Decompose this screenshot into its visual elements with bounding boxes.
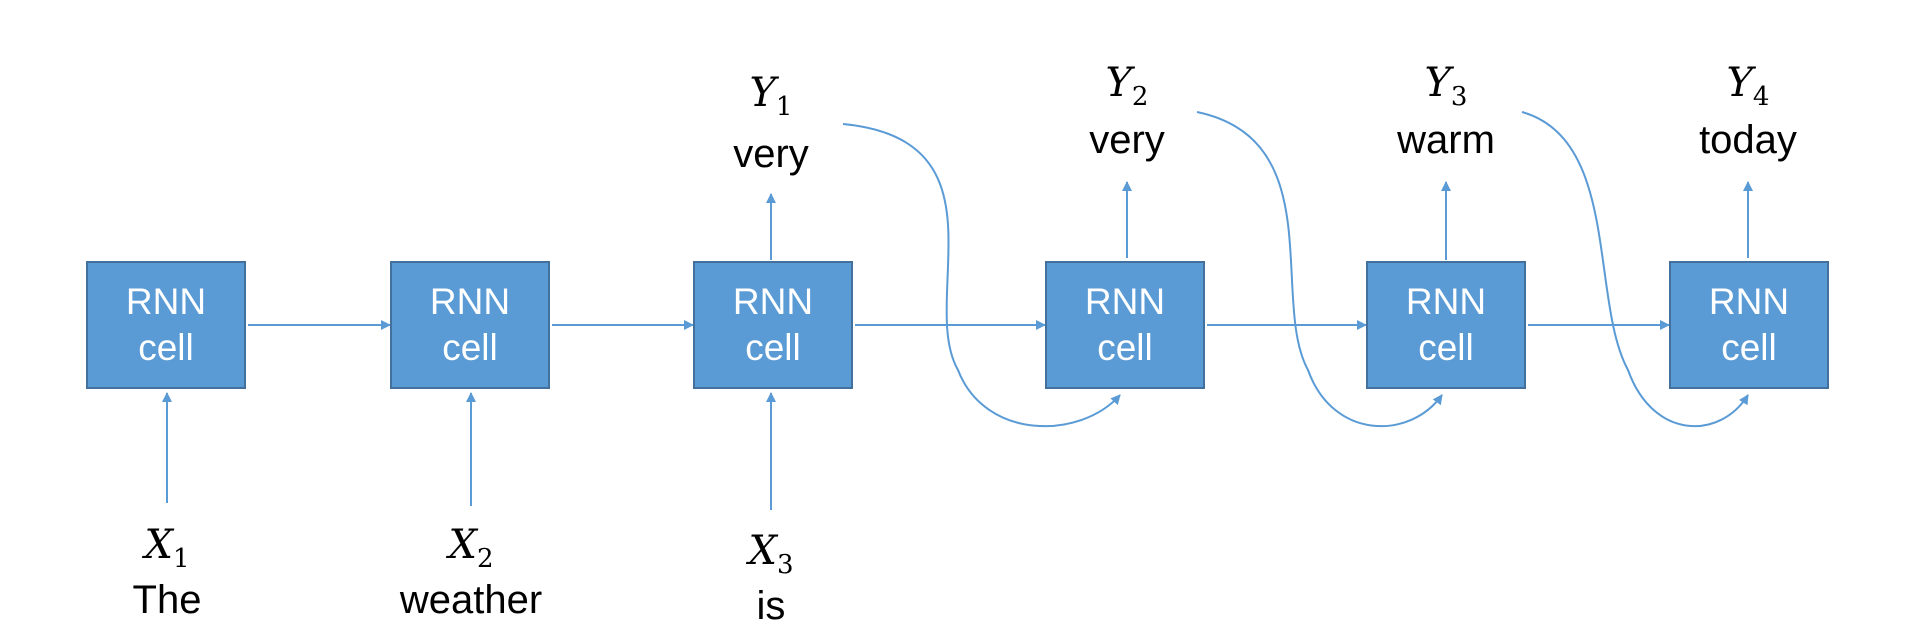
- cell-label-line1: RNN: [1405, 280, 1487, 322]
- input-variable-x3: X3: [748, 528, 794, 580]
- input-word-weather: weather: [399, 578, 543, 622]
- rnn-cell-3: RNN cell: [693, 261, 853, 389]
- feedback-curve-3: [1521, 111, 1749, 428]
- input-variable-x2: X2: [448, 522, 494, 574]
- output-variable-y4: Y4: [1726, 60, 1770, 112]
- output-variable-y1: Y1: [749, 70, 793, 122]
- rnn-cell-6: RNN cell: [1669, 261, 1829, 389]
- cell-label-line2: cell: [138, 327, 194, 368]
- cell-label-line1: RNN: [1084, 280, 1166, 322]
- output-variable-y3: Y3: [1424, 60, 1468, 112]
- cell-label-line1: RNN: [429, 280, 511, 322]
- rnn-cell-5: RNN cell: [1366, 261, 1526, 389]
- cell-label-line2: cell: [1418, 327, 1474, 368]
- feedback-curve-1: [842, 123, 1121, 428]
- rnn-cell-1: RNN cell: [86, 261, 246, 389]
- feedback-curve-2: [1196, 111, 1443, 428]
- cell-label-line2: cell: [1097, 327, 1153, 368]
- rnn-cell-4: RNN cell: [1045, 261, 1205, 389]
- output-variable-y2: Y2: [1105, 60, 1149, 112]
- cell-label-line2: cell: [745, 327, 801, 368]
- input-word-the: The: [132, 578, 202, 622]
- output-word-warm: warm: [1397, 118, 1495, 162]
- output-word-very-2: very: [1089, 118, 1165, 162]
- cell-label-line2: cell: [1721, 327, 1777, 368]
- output-word-very-1: very: [733, 132, 809, 176]
- cell-label-line1: RNN: [1708, 280, 1790, 322]
- cell-label-line1: RNN: [732, 280, 814, 322]
- output-word-today: today: [1699, 118, 1797, 162]
- cell-label-line1: RNN: [125, 280, 207, 322]
- input-variable-x1: X1: [144, 522, 190, 574]
- cell-label-line2: cell: [442, 327, 498, 368]
- input-word-is: is: [756, 584, 786, 628]
- rnn-cell-2: RNN cell: [390, 261, 550, 389]
